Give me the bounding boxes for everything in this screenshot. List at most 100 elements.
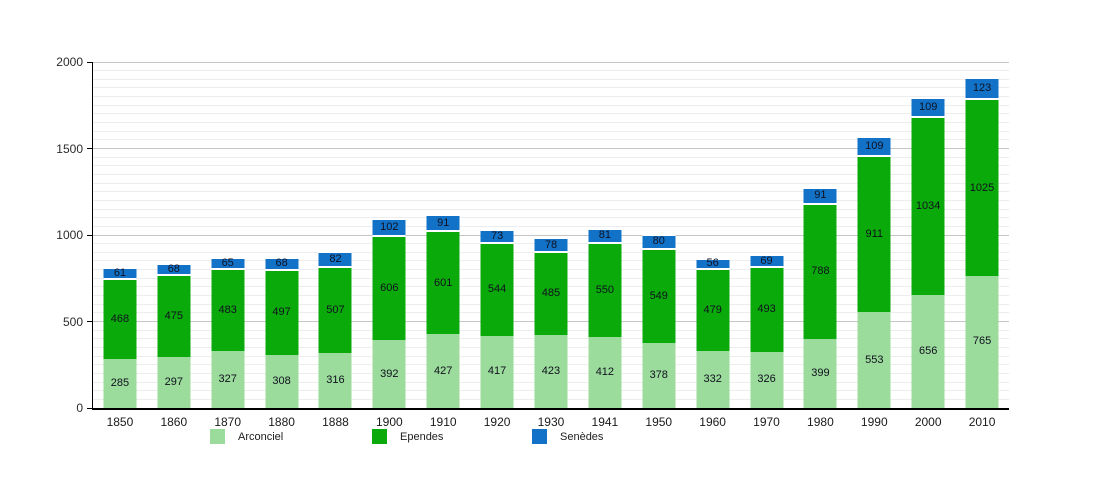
value-label: 297	[164, 375, 183, 388]
segment-ependes-1860: 475	[157, 274, 191, 357]
y-axis-tick-mark	[87, 407, 93, 409]
x-axis-tick-label: 2000	[914, 415, 942, 429]
value-label: 65	[221, 256, 234, 269]
segment-arconciel-1910: 427	[426, 334, 460, 408]
value-label: 82	[329, 253, 342, 266]
bar-column-1900: 392 606 102 1900	[362, 62, 416, 429]
gridline	[93, 173, 1009, 175]
gridline	[93, 87, 1009, 89]
value-label: 378	[649, 368, 668, 381]
segment-ependes-1950: 549	[642, 247, 676, 343]
value-label: 80	[652, 235, 665, 248]
segment-ependes-2010: 1025	[965, 98, 999, 276]
gridline	[93, 70, 1009, 72]
x-axis-tick-label: 2010	[968, 415, 996, 429]
value-label: 91	[437, 216, 450, 229]
x-axis-tick-label: 1941	[591, 415, 619, 429]
segment-senèdes-1941: 81	[588, 227, 622, 242]
y-axis-tick-mark	[87, 148, 93, 149]
value-label: 479	[703, 303, 722, 316]
segment-ependes-1941: 550	[588, 241, 622, 337]
value-label: 423	[541, 364, 561, 377]
segment-ependes-1990: 911	[857, 154, 891, 313]
plot-area: 0 500 1000 1500 2000 285 468 61 1850 297 475 68 1860…	[56, 55, 1009, 429]
value-label: 102	[380, 221, 399, 234]
value-label: 483	[218, 304, 237, 317]
x-axis-tick-label: 1860	[160, 415, 188, 429]
value-label: 1034	[915, 199, 941, 212]
bar-column-1880: 308 497 68 1880	[255, 62, 309, 429]
value-label: 497	[272, 306, 291, 319]
segment-arconciel-1880: 308	[265, 354, 299, 408]
y-axis-tick-label: 1000	[56, 228, 83, 242]
legend-swatch-arconciel	[210, 429, 225, 444]
segment-senèdes-1920: 73	[480, 229, 514, 242]
legend-swatch-ependes	[372, 429, 387, 444]
x-axis-tick-label: 1970	[753, 415, 780, 429]
segment-ependes-1970: 493	[750, 266, 784, 352]
segment-senèdes-1888: 82	[318, 251, 352, 266]
segment-ependes-1880: 497	[265, 268, 299, 355]
bar-stack-1880: 308 497 68	[265, 257, 299, 408]
value-label: 485	[541, 287, 561, 300]
legend-item-senèdes: Senèdes	[532, 429, 603, 444]
bar-stack-1910: 427 601 91	[426, 214, 460, 408]
segment-arconciel-1888: 316	[318, 353, 352, 408]
value-label: 507	[326, 303, 345, 316]
value-label: 109	[918, 100, 938, 113]
gridline	[93, 148, 1009, 149]
value-label: 123	[972, 82, 992, 95]
x-axis-tick-label: 1870	[214, 415, 242, 429]
segment-arconciel-1950: 378	[642, 342, 676, 408]
value-label: 656	[918, 344, 938, 357]
segment-senèdes-1900: 102	[372, 217, 406, 236]
gridline	[93, 199, 1009, 201]
value-label: 69	[760, 254, 773, 267]
segment-ependes-1910: 601	[426, 230, 460, 335]
segment-ependes-1980: 788	[803, 202, 837, 339]
segment-ependes-1920: 544	[480, 241, 514, 336]
value-label: 68	[167, 263, 180, 276]
legend-label: Senèdes	[560, 430, 604, 443]
value-label: 73	[490, 229, 504, 242]
segment-senèdes-1960: 56	[696, 258, 730, 269]
bar-column-2010: 765 1025 123 2010	[955, 62, 1009, 429]
value-label: 412	[595, 365, 615, 378]
segment-arconciel-1930: 423	[534, 334, 568, 408]
value-label: 544	[487, 283, 507, 296]
bar-stack-1870: 327 483 65	[211, 256, 245, 408]
bar-column-1910: 427 601 91 1910	[416, 62, 470, 429]
segment-senèdes-1850: 61	[103, 267, 137, 278]
gridline	[93, 139, 1009, 141]
segment-ependes-1870: 483	[211, 267, 245, 352]
segment-ependes-2000: 1034	[911, 115, 945, 295]
value-label: 493	[757, 303, 776, 316]
segment-senèdes-1870: 65	[211, 256, 245, 269]
value-label: 392	[380, 367, 399, 380]
x-axis-tick-label: 1960	[699, 415, 726, 429]
y-axis-tick-label: 1500	[56, 141, 83, 156]
x-axis-tick-label: 1930	[537, 415, 565, 429]
bar-stack-1888: 316 507 82	[318, 251, 352, 408]
value-label: 788	[811, 265, 830, 278]
x-axis-tick-label: 1920	[483, 415, 511, 429]
y-axis-tick-mark	[87, 61, 93, 63]
legend: Arconciel Ependes Senèdes	[0, 429, 1100, 449]
y-axis-tick-label: 2000	[56, 55, 83, 69]
gridline	[93, 165, 1009, 167]
bar-column-1930: 423 485 78 1930	[524, 62, 578, 429]
segment-arconciel-1870: 327	[211, 351, 245, 408]
bar-column-1980: 399 788 91 1980	[793, 62, 847, 429]
segment-arconciel-1970: 326	[750, 351, 784, 408]
bar-stack-1860: 297 475 68	[157, 262, 191, 408]
gridline	[93, 61, 1009, 63]
segment-senèdes-1930: 78	[534, 237, 568, 251]
bar-stack-2000: 656 1034 109	[911, 96, 945, 408]
segment-senèdes-1990: 109	[857, 135, 891, 155]
legend-item-ependes: Ependes	[372, 429, 443, 444]
bar-stack-1850: 285 468 61	[103, 267, 137, 408]
bar-stack-1941: 412 550 81	[588, 227, 622, 408]
value-label: 81	[598, 229, 611, 242]
value-label: 475	[164, 310, 183, 323]
gridline	[93, 234, 1009, 236]
